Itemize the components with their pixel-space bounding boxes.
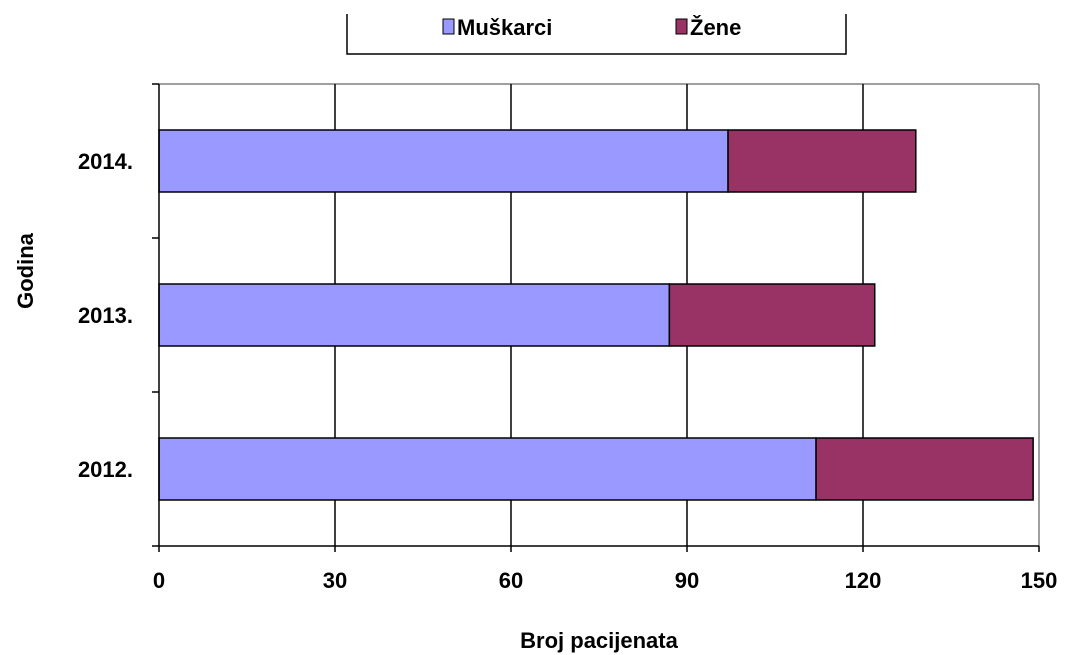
bar-muskarci <box>158 437 817 501</box>
x-tick-label: 120 <box>845 568 882 593</box>
legend: Muškarci Žene <box>346 14 847 55</box>
bar-zene <box>815 437 1034 501</box>
bar-zene <box>727 129 917 193</box>
y-axis-ticks: 2012. 2013. 2014. <box>78 83 159 547</box>
plot-area: 2012. 2013. 2014. 0 30 60 90 120 150 <box>78 83 1057 593</box>
legend-label-zene: Žene <box>690 15 741 40</box>
x-axis-ticks: 0 30 60 90 120 150 <box>153 546 1057 593</box>
x-tick-label: 150 <box>1021 568 1058 593</box>
legend-frame <box>346 14 847 55</box>
x-tick-label: 0 <box>153 568 165 593</box>
x-axis-title: Broj pacijenata <box>520 628 678 653</box>
bar-muskarci <box>158 283 671 347</box>
y-tick-label: 2013. <box>78 303 133 328</box>
x-tick-label: 60 <box>499 568 523 593</box>
legend-swatch-zene <box>675 18 688 35</box>
bar-muskarci <box>158 129 729 193</box>
bars <box>158 129 1034 501</box>
y-axis-title: Godina <box>13 232 38 309</box>
y-tick-label: 2014. <box>78 149 133 174</box>
y-tick-label: 2012. <box>78 457 133 482</box>
legend-label-muskarci: Muškarci <box>457 15 552 40</box>
bar-zene <box>668 283 876 347</box>
x-tick-label: 30 <box>323 568 347 593</box>
legend-swatch-muskarci <box>442 18 455 35</box>
x-tick-label: 90 <box>675 568 699 593</box>
